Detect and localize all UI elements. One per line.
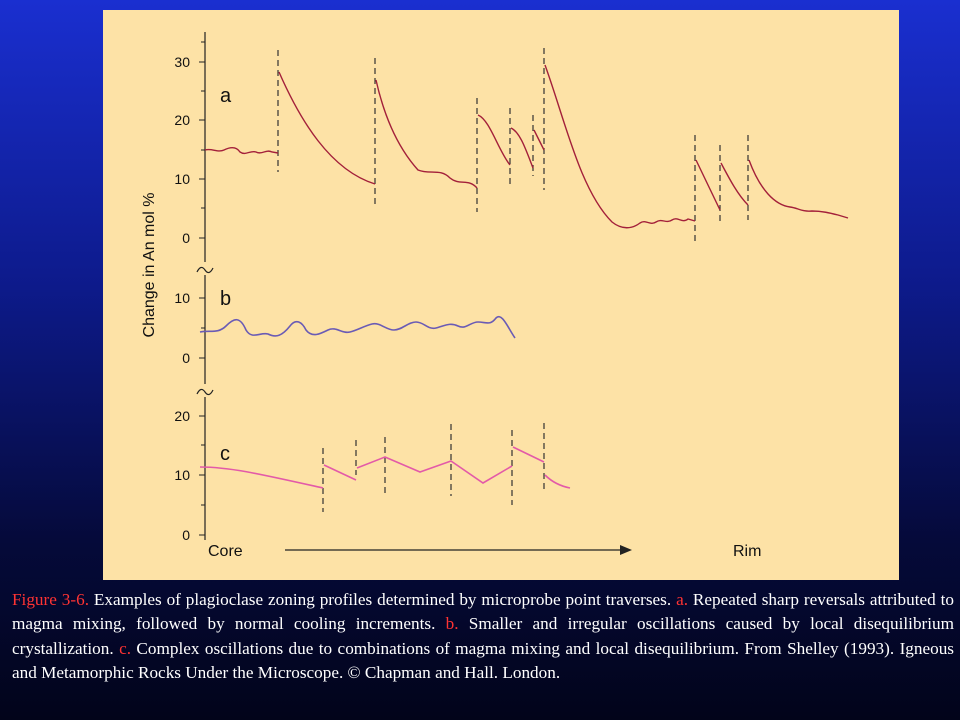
tick-label: 0	[182, 230, 190, 246]
caption-text: Repeated sharp reversals attributed to m…	[12, 590, 954, 634]
tick-label: 20	[174, 112, 190, 128]
plot: 30 20 10 0 10 0 20 10 0 Change in An mol…	[141, 32, 849, 560]
caption-text: Examples of plagioclase zoning profiles …	[89, 590, 677, 609]
panel-letter: b	[220, 288, 231, 310]
caption: Figure 3-6. Examples of plagioclase zoni…	[12, 588, 954, 685]
figure-bg	[103, 10, 899, 580]
panel-letter: c	[220, 443, 230, 465]
caption-figure-number: Figure 3-6.	[12, 590, 89, 609]
arrow	[285, 545, 632, 555]
y-axis-label: Change in An mol %	[141, 193, 158, 338]
tick-label: 30	[174, 54, 190, 70]
tick-label: 10	[174, 171, 190, 187]
caption-letter: b.	[445, 614, 459, 634]
tick-label: 20	[174, 408, 190, 424]
caption-text: Smaller and irregular oscillations cause…	[12, 614, 954, 658]
tick-label: 0	[182, 527, 190, 543]
x-end-label: Rim	[733, 543, 761, 560]
caption-letter: c.	[119, 638, 132, 658]
panel-letter: a	[220, 85, 232, 107]
axis	[196, 32, 214, 540]
x-start-label: Core	[208, 543, 243, 560]
caption-letter: a.	[676, 590, 688, 609]
profile-a	[204, 48, 849, 242]
caption-text: Complex oscillations due to combinations…	[12, 638, 954, 682]
profile-c	[199, 423, 571, 512]
profile-b	[199, 315, 516, 339]
tick-label: 0	[182, 350, 190, 366]
tick-label: 10	[174, 467, 190, 483]
tick-label: 10	[174, 290, 190, 306]
figure: 30 20 10 0 10 0 20 10 0 Change in An mol…	[103, 10, 899, 580]
